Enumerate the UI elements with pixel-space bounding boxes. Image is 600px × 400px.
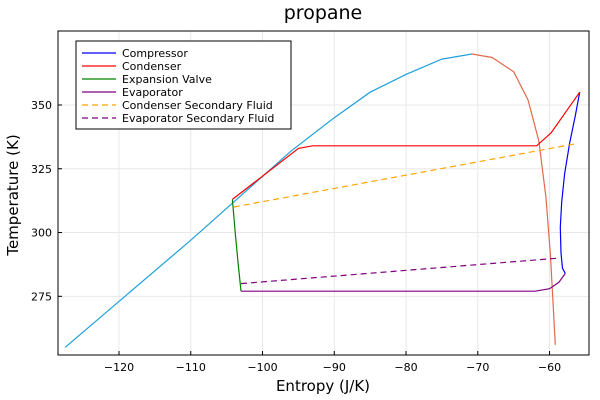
x-axis-label: Entropy (J/K) <box>276 377 370 395</box>
legend-label-condenser: Condenser <box>122 60 182 73</box>
series-line-condenser <box>232 91 581 200</box>
x-tick-label: −110 <box>176 361 206 374</box>
saturated-liquid-line <box>64 53 473 348</box>
x-tick-label: −120 <box>104 361 134 374</box>
series-line-evaporator-secondary-fluid <box>240 257 559 285</box>
y-tick-label: 350 <box>31 99 52 112</box>
x-tick-label: −80 <box>394 361 417 374</box>
y-tick-label: 275 <box>31 290 52 303</box>
x-tick-label: −70 <box>466 361 489 374</box>
series-line-expansion-valve <box>231 199 242 292</box>
y-tick-label: 325 <box>31 163 52 176</box>
legend-label-compressor: Compressor <box>122 47 188 60</box>
series-line-compressor <box>559 92 581 274</box>
series-line-evaporator <box>241 273 566 292</box>
plot-frame <box>57 30 590 356</box>
legend-label-evaporator-secondary-fluid: Evaporator Secondary Fluid <box>122 112 274 125</box>
x-tick-label: −60 <box>538 361 561 374</box>
x-axis: −120 −110 −100 −90 −80 −70 −60 <box>104 351 561 374</box>
y-axis-label: Temperature (K) <box>4 134 22 256</box>
x-tick-label: −100 <box>247 361 277 374</box>
series-lines <box>231 91 581 292</box>
series-line-condenser-secondary-fluid <box>233 142 579 208</box>
legend-label-evaporator: Evaporator <box>122 86 183 99</box>
x-tick-label: −90 <box>323 361 346 374</box>
chart-title: propane <box>284 2 363 24</box>
legend-label-expansion-valve: Expansion Valve <box>122 73 212 86</box>
legend-box <box>75 40 292 130</box>
legend-label-condenser-secondary-fluid: Condenser Secondary Fluid <box>122 99 273 112</box>
y-axis: 275 300 325 350 <box>31 99 62 303</box>
y-tick-label: 300 <box>31 227 52 240</box>
saturated-vapor-line <box>471 53 556 345</box>
